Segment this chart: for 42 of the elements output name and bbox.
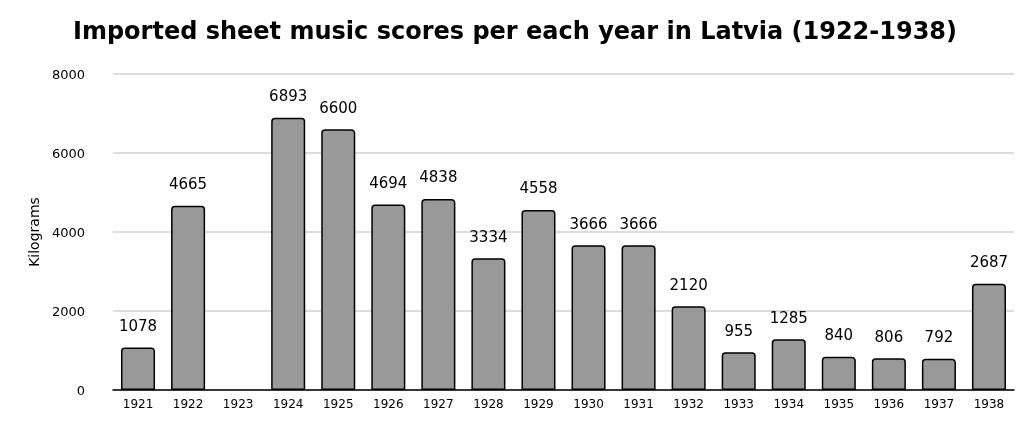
x-tick-label: 1927	[423, 397, 454, 411]
x-tick-label: 1930	[573, 397, 604, 411]
data-label: 6600	[319, 98, 358, 117]
x-tick-label: 1937	[923, 397, 955, 411]
data-label: 3666	[619, 214, 658, 233]
y-axis-title: Kilograms	[26, 197, 42, 267]
x-tick-label: 1926	[373, 397, 404, 411]
data-label: 2687	[969, 253, 1009, 272]
x-tick-label: 1921	[122, 397, 154, 411]
data-label: 4838	[419, 168, 458, 187]
x-tick-label: 1934	[773, 397, 805, 411]
x-tick-label: 1929	[523, 397, 554, 411]
x-tick-label: 1923	[222, 397, 254, 411]
x-tick-label: 1933	[723, 397, 754, 411]
chart-title: Imported sheet music scores per each year in Latvia (1922-1938)	[72, 17, 958, 45]
y-tick-label: 2000	[51, 303, 85, 319]
x-tick-label: 1922	[172, 397, 204, 411]
data-label: 6893	[269, 87, 308, 106]
data-label: 4558	[519, 179, 558, 198]
data-label: 955	[724, 321, 754, 340]
data-label: 3334	[469, 227, 508, 246]
x-tick-label: 1931	[623, 397, 654, 411]
x-tick-label: 1936	[873, 397, 905, 411]
x-tick-label: 1928	[473, 397, 504, 411]
y-tick-label: 6000	[51, 145, 85, 161]
data-label: 2120	[669, 275, 708, 294]
data-label: 1285	[769, 308, 808, 327]
data-label: 4665	[168, 175, 208, 194]
data-label: 3666	[569, 214, 608, 233]
x-tick-label: 1924	[272, 397, 304, 411]
x-tick-label: 1932	[673, 397, 704, 411]
data-label: 1078	[118, 316, 158, 335]
x-tick-label: 1938	[973, 397, 1005, 411]
data-label: 792	[924, 328, 954, 347]
y-tick-label: 0	[76, 382, 85, 398]
data-label: 4694	[369, 174, 408, 193]
y-tick-label: 4000	[51, 224, 85, 240]
data-label: 840	[824, 326, 854, 345]
x-tick-label: 1935	[823, 397, 855, 411]
x-tick-label: 1925	[322, 397, 354, 411]
data-label: 806	[874, 327, 904, 346]
y-tick-label: 8000	[51, 66, 85, 82]
